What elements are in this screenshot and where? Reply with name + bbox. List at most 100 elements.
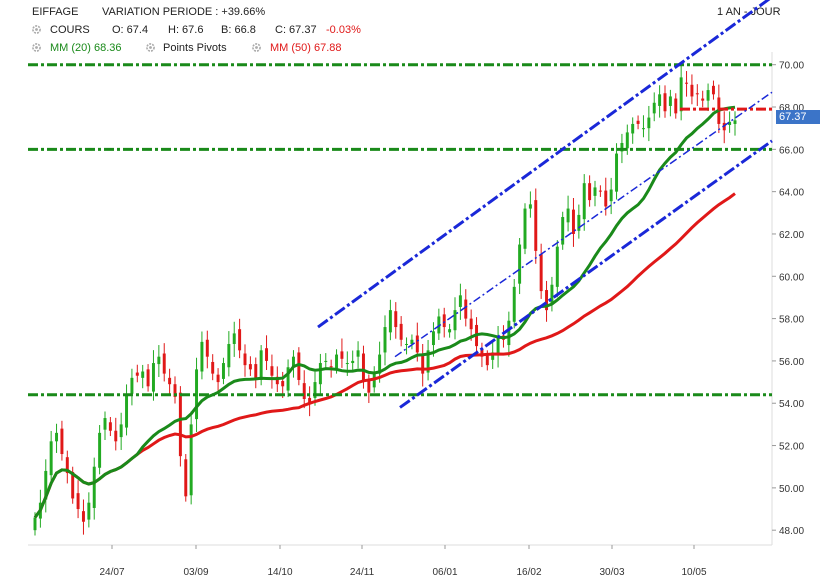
candle-body: [539, 254, 543, 292]
candle-body: [566, 208, 570, 223]
candle-body: [431, 331, 435, 346]
candle-body: [49, 441, 53, 476]
candle-body: [60, 428, 64, 455]
mm20-line: [33, 105, 736, 519]
x-tick-label: 06/01: [432, 567, 457, 578]
candle-body: [561, 217, 565, 245]
candle-body: [711, 85, 715, 95]
candle-body: [582, 183, 586, 220]
candle-body: [615, 153, 619, 192]
close-change: -0.03%: [326, 24, 361, 36]
candle-body: [157, 356, 161, 365]
candle-body: [243, 353, 247, 366]
candle-body: [146, 369, 150, 387]
candle-body: [383, 327, 387, 353]
y-tick-label: 48.00: [779, 526, 804, 537]
candle-body: [361, 353, 365, 383]
candle-body: [668, 96, 672, 106]
candle-body: [345, 363, 349, 365]
x-tick-label: 24/07: [99, 567, 124, 578]
candle-body: [448, 329, 452, 333]
candle-body: [302, 383, 306, 400]
candle-body: [728, 121, 732, 125]
candle-body: [453, 310, 457, 331]
mm20-gear-icon[interactable]: [31, 42, 42, 53]
candle-body: [512, 286, 516, 322]
candle-body: [259, 350, 263, 380]
candle-body: [679, 77, 683, 112]
mm20-label: MM (20) 68.36: [50, 42, 122, 55]
candle-body: [507, 320, 511, 346]
candle-body: [103, 418, 107, 430]
open-value: O: 67.4: [112, 24, 149, 36]
candle-body: [469, 318, 473, 330]
x-tick-label: 24/11: [350, 567, 375, 578]
candle-body: [588, 183, 592, 201]
y-tick-label: 56.00: [779, 357, 804, 368]
candle-body: [485, 355, 489, 366]
candle-body: [44, 470, 48, 500]
candle-body: [685, 82, 689, 84]
candle-body: [442, 314, 446, 328]
candle-body: [399, 323, 403, 340]
candle-body: [313, 382, 317, 398]
candle-body: [658, 94, 662, 106]
mm20-name: MM (20): [50, 42, 91, 54]
candle-body: [663, 93, 667, 112]
instrument-title: EIFFAGE: [32, 6, 79, 18]
candle-body: [394, 311, 398, 328]
candle-body: [674, 98, 678, 114]
candle-body: [135, 372, 139, 376]
candle-body: [130, 377, 134, 394]
candle-body: [308, 397, 312, 404]
candle-body: [33, 517, 37, 531]
candle-body: [108, 422, 112, 431]
candle-body: [286, 367, 290, 391]
candle-body: [631, 123, 635, 134]
last-price-label: 67.37: [776, 110, 820, 124]
candle-body: [205, 339, 209, 357]
candle-body: [318, 363, 322, 385]
candle-body: [335, 354, 339, 369]
candle-body: [281, 381, 285, 387]
pivots-gear-icon[interactable]: [145, 42, 156, 53]
candle-body: [641, 128, 645, 130]
cours-gear-icon[interactable]: [31, 24, 42, 35]
candle-body: [534, 200, 538, 251]
candle-body: [480, 349, 484, 357]
candle-body: [701, 98, 705, 101]
low-value: B: 66.8: [221, 24, 256, 36]
mm50-gear-icon[interactable]: [251, 42, 262, 53]
close-value: C: 67.37: [275, 24, 317, 36]
candle-body: [378, 354, 382, 374]
y-tick-label: 54.00: [779, 399, 804, 410]
candle-body: [636, 120, 640, 124]
candle-body: [550, 284, 554, 305]
candle-body: [496, 337, 500, 355]
mm50-line: [33, 192, 736, 519]
candle-body: [151, 363, 155, 392]
candle-body: [232, 333, 236, 344]
x-tick-label: 03/09: [183, 567, 208, 578]
mm50-name: MM (50): [270, 42, 311, 54]
candle-body: [405, 343, 409, 345]
candle-body: [184, 459, 188, 497]
y-tick-label: 58.00: [779, 315, 804, 326]
period-selector[interactable]: 1 AN - JOUR: [717, 6, 781, 18]
candle-body: [141, 371, 145, 378]
candle-body: [125, 394, 129, 428]
candle-body: [593, 187, 597, 196]
candle-body: [577, 214, 581, 231]
candle-body: [87, 502, 91, 520]
candle-body: [71, 472, 75, 499]
candle-body: [545, 290, 549, 311]
channel-lower-line: [399, 139, 773, 409]
candle-body: [620, 142, 624, 152]
candle-body: [81, 511, 85, 522]
y-tick-label: 52.00: [779, 442, 804, 453]
candle-body: [340, 351, 344, 359]
candle-body: [92, 466, 96, 508]
y-tick-label: 64.00: [779, 188, 804, 199]
candle-body: [491, 352, 495, 360]
